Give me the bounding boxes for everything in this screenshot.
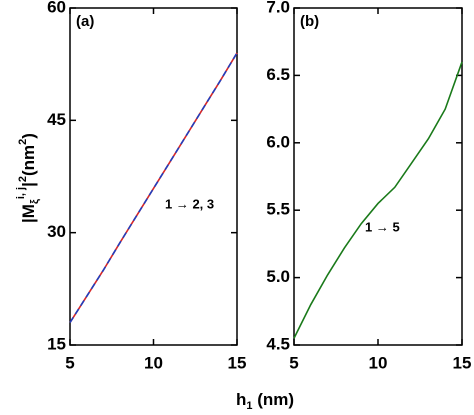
- y-label-sub: ξ: [29, 199, 41, 204]
- y-tick-label: 7.0: [266, 0, 290, 16]
- y-tick-label: 30: [47, 222, 66, 241]
- y-tick-label: 15: [47, 334, 66, 353]
- panel-label: (b): [300, 13, 319, 30]
- x-tick-label: 5: [289, 353, 298, 372]
- x-tick-label: 10: [369, 353, 388, 372]
- y-label-part: |M: [19, 204, 38, 223]
- y-label-sup: i, j: [15, 187, 27, 199]
- y-tick-label: 45: [47, 110, 66, 129]
- x-label-part: h: [236, 390, 246, 409]
- x-tick-label: 15: [453, 353, 472, 372]
- y-tick-label: 5.5: [266, 200, 290, 219]
- annotation: 1 → 2, 3: [165, 196, 214, 211]
- series-line: [69, 52, 238, 323]
- y-label-sup: 2: [17, 176, 29, 182]
- x-tick-label: 5: [65, 353, 74, 372]
- annotation: 1 → 5: [365, 219, 400, 234]
- series-line: [293, 61, 463, 339]
- y-label-unit: (nm: [19, 145, 38, 176]
- x-tick-label: 15: [228, 353, 247, 372]
- y-tick-label: 6.0: [266, 132, 290, 151]
- y-tick-label: 5.0: [266, 267, 290, 286]
- y-label-sup: 2: [17, 139, 29, 145]
- y-tick-label: 4.5: [266, 334, 290, 353]
- plot-frame: [293, 7, 463, 346]
- y-tick-label: 6.5: [266, 65, 290, 84]
- y-label-part: |: [19, 182, 38, 187]
- y-tick-label: 60: [47, 0, 66, 16]
- x-label-unit: (nm): [252, 390, 294, 409]
- x-label-sub: 1: [246, 400, 252, 412]
- x-axis-label: h1 (nm): [236, 390, 294, 411]
- x-tick-label: 10: [144, 353, 163, 372]
- plot-frame: [69, 7, 238, 346]
- panel-label: (a): [76, 13, 94, 30]
- y-axis-label: |Mξi, j|2(nm2): [15, 133, 41, 223]
- series-line: [69, 52, 238, 323]
- y-label-unit: ): [19, 133, 38, 139]
